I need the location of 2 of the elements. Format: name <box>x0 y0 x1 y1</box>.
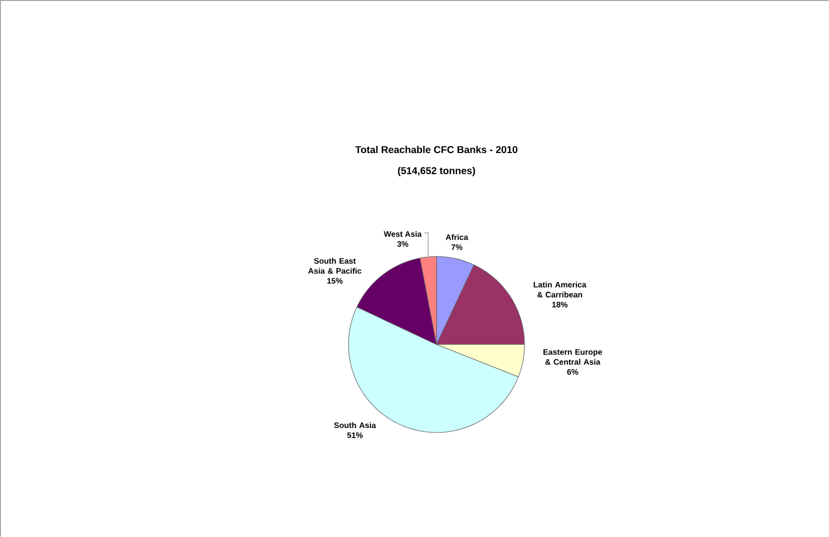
chart-subtitle: (514,652 tonnes) <box>398 166 476 176</box>
chart-title: Total Reachable CFC Banks - 2010 <box>355 146 518 154</box>
